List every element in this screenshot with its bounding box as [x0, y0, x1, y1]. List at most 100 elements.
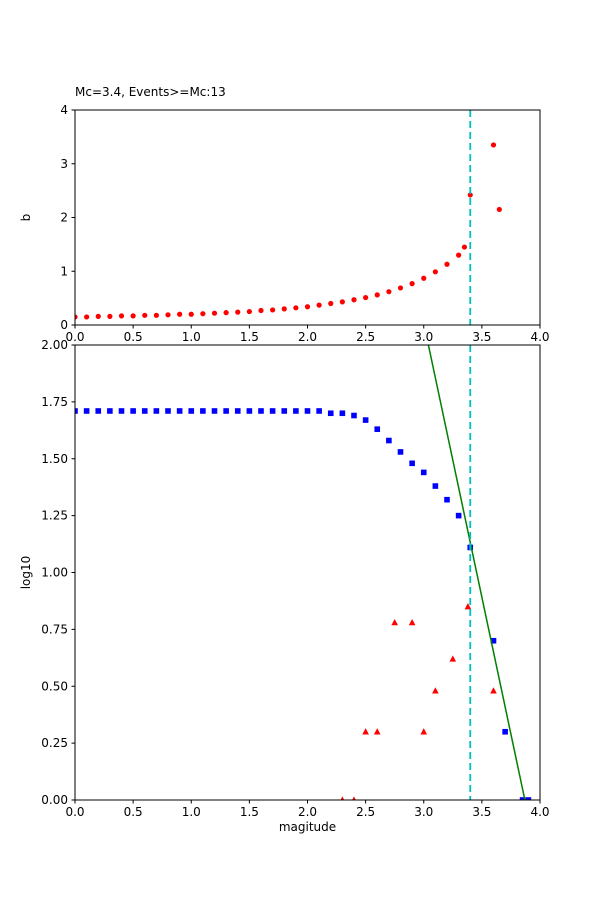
- y-tick-label: 1: [60, 264, 68, 278]
- cumulative-count-point: [188, 408, 195, 414]
- x-tick-label: 3.0: [414, 330, 433, 344]
- b-value-point: [281, 306, 287, 312]
- x-tick-label: 1.0: [182, 330, 201, 344]
- cumulative-count-point: [362, 417, 369, 423]
- b-value-point: [177, 311, 183, 317]
- x-tick-label: 0.5: [124, 805, 143, 819]
- bin-count-point: [373, 728, 381, 735]
- b-value-point: [258, 307, 264, 314]
- b-value-point: [95, 313, 101, 319]
- cumulative-count-point: [339, 410, 346, 417]
- b-value-point: [421, 275, 427, 281]
- x-tick-label: 0.0: [65, 805, 84, 819]
- b-value-point: [456, 252, 462, 258]
- cumulative-count-point: [444, 496, 450, 503]
- x-tick-label: 2.5: [356, 805, 375, 819]
- y-axis-label: log10: [19, 556, 33, 590]
- b-value-point: [200, 311, 206, 317]
- fmd-plot: 0.0 0.5 1.0 1.5 2.0 2.5 3.0 3.5 4.0 0.00 0.25 0.50 0…: [19, 338, 550, 834]
- cumulative-count-point: [234, 408, 241, 414]
- cumulative-count-point: [386, 437, 392, 444]
- cumulative-count-point: [304, 408, 311, 414]
- y-tick-label: 2.00: [41, 338, 68, 352]
- cumulative-count-point: [374, 426, 381, 432]
- y-tick-label: 0.25: [41, 736, 68, 750]
- cumulative-count-point: [432, 483, 439, 489]
- cumulative-count-point: [420, 469, 427, 476]
- b-value-point: [363, 294, 369, 301]
- cumulative-count-point: [165, 408, 171, 414]
- cumulative-count-series: [75, 408, 532, 800]
- cumulative-count-point: [223, 408, 229, 414]
- b-value-point: [84, 314, 90, 320]
- b-value-point: [397, 285, 404, 291]
- y-tick-label: 0.00: [41, 793, 68, 807]
- y-tick-label: 3: [60, 157, 68, 171]
- b-value-point: [246, 308, 252, 315]
- plot-title: Mc=3.4, Events>=Mc:13: [75, 85, 226, 99]
- b-value-point: [153, 312, 159, 318]
- cumulative-count-point: [409, 460, 415, 467]
- b-value-point: [351, 297, 357, 303]
- b-value-point: [490, 142, 497, 148]
- cumulative-count-point: [141, 408, 148, 414]
- bin-count-point: [408, 618, 416, 626]
- b-value-point: [304, 304, 311, 310]
- y-tick-label: 1.25: [41, 509, 68, 523]
- b-value-point: [461, 244, 468, 250]
- bin-count-point: [352, 796, 356, 800]
- b-value-point: [211, 310, 218, 316]
- cumulative-count-point: [502, 728, 508, 735]
- b-value-point: [118, 313, 125, 319]
- x-tick-label: 4.0: [530, 330, 549, 344]
- b-value-point: [432, 269, 438, 275]
- cumulative-count-point: [246, 408, 253, 414]
- bin-count-point: [362, 728, 369, 735]
- b-value-point: [165, 312, 171, 318]
- cumulative-count-point: [351, 412, 357, 419]
- bin-count-series: [340, 603, 497, 800]
- cumulative-count-point: [75, 408, 78, 414]
- y-tick-label: 0: [60, 318, 68, 332]
- b-value-point: [223, 310, 229, 316]
- y-axis-label: b: [19, 214, 33, 222]
- y-tick-label: 0.75: [41, 622, 68, 636]
- b-value-series: [75, 142, 502, 320]
- y-tick-label: 1.00: [41, 566, 68, 580]
- cumulative-count-point: [490, 637, 497, 644]
- cumulative-count-point: [525, 797, 532, 800]
- b-value-point: [444, 261, 450, 267]
- b-value-point: [467, 192, 473, 198]
- x-axis-label: magitude: [279, 820, 336, 834]
- cumulative-count-point: [397, 449, 404, 455]
- cumulative-count-point: [200, 408, 206, 414]
- gr-fit-line-series: [427, 345, 526, 800]
- b-value-point: [107, 313, 113, 319]
- b-value-point: [316, 302, 322, 308]
- x-tick-label: 1.5: [240, 805, 259, 819]
- x-tick-label: 0.0: [65, 330, 84, 344]
- b-value-point: [409, 281, 415, 287]
- b-value-point: [496, 206, 502, 213]
- cumulative-count-point: [153, 408, 160, 414]
- x-tick-label: 3.5: [472, 805, 491, 819]
- cumulative-count-point: [281, 408, 288, 414]
- cumulative-count-point: [258, 408, 264, 414]
- x-tick-label: 3.0: [414, 805, 433, 819]
- x-tick-label: 2.0: [298, 330, 317, 344]
- cumulative-count-point: [455, 512, 462, 519]
- cumulative-count-point: [107, 408, 113, 414]
- cumulative-count-point: [83, 408, 90, 414]
- y-tick-label: 0.50: [41, 679, 68, 693]
- bin-count-point: [449, 655, 457, 662]
- b-value-point: [386, 289, 392, 295]
- bin-count-point: [464, 603, 472, 610]
- x-tick-label: 2.0: [298, 805, 317, 819]
- x-tick-label: 3.5: [472, 330, 491, 344]
- cumulative-count-point: [293, 408, 299, 414]
- cumulative-count-point: [95, 408, 102, 414]
- bin-count-point: [490, 687, 497, 694]
- x-tick-label: 1.0: [182, 805, 201, 819]
